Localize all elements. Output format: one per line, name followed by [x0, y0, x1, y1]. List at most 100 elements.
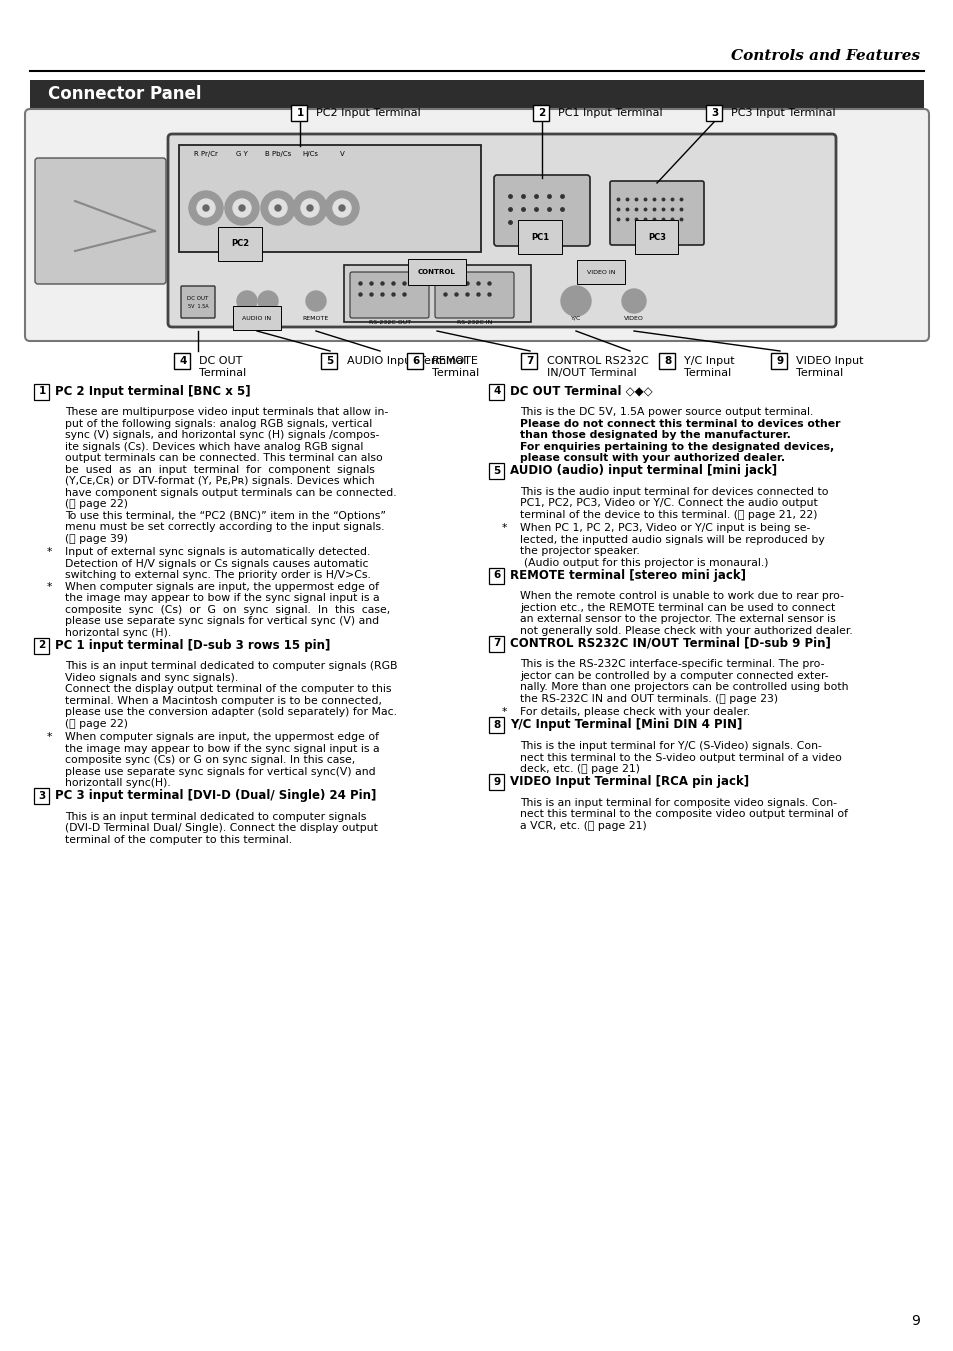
Text: than those designated by the manufacturer.: than those designated by the manufacture… [519, 430, 790, 440]
Text: REMOTE terminal [stereo mini jack]: REMOTE terminal [stereo mini jack] [510, 569, 745, 582]
FancyBboxPatch shape [489, 463, 504, 480]
Text: R Pr/Cr: R Pr/Cr [193, 151, 217, 157]
Text: VIDEO IN: VIDEO IN [586, 269, 615, 274]
Text: This is an input terminal for composite video signals. Con-: This is an input terminal for composite … [519, 797, 836, 808]
Text: AUDIO (audio) input terminal [mini jack]: AUDIO (audio) input terminal [mini jack] [510, 465, 777, 477]
Text: To use this terminal, the “PC2 (BNC)” item in the “Options”: To use this terminal, the “PC2 (BNC)” it… [65, 511, 386, 520]
Text: AUDIO IN: AUDIO IN [242, 316, 272, 320]
Text: jection etc., the REMOTE terminal can be used to connect: jection etc., the REMOTE terminal can be… [519, 603, 835, 613]
Text: H/Cs: H/Cs [302, 151, 317, 157]
Text: This is the audio input terminal for devices connected to: This is the audio input terminal for dev… [519, 486, 827, 497]
FancyBboxPatch shape [181, 286, 214, 317]
Text: ite signals (Cs). Devices which have analog RGB signal: ite signals (Cs). Devices which have ana… [65, 442, 363, 451]
Text: 9: 9 [910, 1315, 919, 1328]
FancyBboxPatch shape [34, 384, 50, 400]
Text: 2: 2 [38, 640, 46, 650]
Text: REMOTE: REMOTE [302, 316, 329, 320]
Circle shape [233, 199, 251, 218]
Text: (Audio output for this projector is monaural.): (Audio output for this projector is mona… [523, 558, 768, 567]
Text: RS-232C IN: RS-232C IN [456, 319, 492, 324]
Text: PC2 Input Terminal: PC2 Input Terminal [315, 108, 420, 118]
Text: please use separate sync signals for vertical sync(V) and: please use separate sync signals for ver… [65, 767, 375, 777]
Text: please use the conversion adapter (sold separately) for Mac.: please use the conversion adapter (sold … [65, 707, 396, 717]
Circle shape [236, 290, 256, 311]
FancyBboxPatch shape [489, 774, 504, 790]
Text: DC OUT Terminal ◇◆◇: DC OUT Terminal ◇◆◇ [510, 385, 652, 397]
Text: not generally sold. Please check with your authorized dealer.: not generally sold. Please check with yo… [519, 626, 852, 636]
Circle shape [269, 199, 287, 218]
Text: DVI: DVI [648, 243, 664, 253]
Circle shape [338, 205, 345, 211]
Circle shape [293, 190, 327, 226]
Text: nally. More than one projectors can be controlled using both: nally. More than one projectors can be c… [519, 682, 847, 693]
Text: the image may appear to bow if the sync signal input is a: the image may appear to bow if the sync … [65, 593, 379, 603]
Text: PC2: PC2 [231, 239, 249, 249]
Text: 2: 2 [537, 108, 545, 118]
Text: VIDEO: VIDEO [623, 316, 643, 320]
Text: Please do not connect this terminal to devices other: Please do not connect this terminal to d… [519, 419, 840, 428]
Text: *: * [501, 708, 507, 717]
Text: Controls and Features: Controls and Features [730, 49, 919, 63]
Text: PC3 Input Terminal: PC3 Input Terminal [730, 108, 835, 118]
Text: *: * [47, 547, 52, 557]
Text: When computer signals are input, the uppermost edge of: When computer signals are input, the upp… [65, 732, 378, 742]
Text: PC 3 input terminal [DVI-D (Dual/ Single) 24 Pin]: PC 3 input terminal [DVI-D (Dual/ Single… [55, 789, 376, 802]
FancyBboxPatch shape [521, 353, 537, 369]
Text: G Y: G Y [235, 151, 248, 157]
Text: menu must be set correctly according to the input signals.: menu must be set correctly according to … [65, 521, 384, 532]
Text: PC3: PC3 [647, 232, 665, 242]
Text: horizontall sync(H).: horizontall sync(H). [65, 778, 171, 788]
Text: AUDIO Input Terminal: AUDIO Input Terminal [347, 357, 466, 366]
Text: PC1: PC1 [531, 232, 549, 242]
FancyBboxPatch shape [174, 353, 191, 369]
FancyBboxPatch shape [771, 353, 786, 369]
Text: When computer signals are input, the uppermost edge of: When computer signals are input, the upp… [65, 581, 378, 592]
Text: RS-232C OUT: RS-232C OUT [369, 319, 411, 324]
Circle shape [261, 190, 294, 226]
Text: 8: 8 [663, 357, 671, 366]
Text: Y/C: Y/C [570, 316, 580, 320]
Text: jector can be controlled by a computer connected exter-: jector can be controlled by a computer c… [519, 671, 828, 681]
Circle shape [306, 290, 326, 311]
Text: 5: 5 [493, 466, 500, 476]
Text: terminal. When a Macintosh computer is to be connected,: terminal. When a Macintosh computer is t… [65, 696, 381, 705]
Text: Video signals and sync signals).: Video signals and sync signals). [65, 673, 238, 682]
FancyBboxPatch shape [489, 717, 504, 734]
Text: 1: 1 [38, 386, 46, 396]
Text: V: V [339, 151, 344, 157]
Text: Y/C Input: Y/C Input [683, 357, 734, 366]
Text: nect this terminal to the composite video output terminal of: nect this terminal to the composite vide… [519, 809, 847, 819]
Text: composite sync (Cs) or G on sync signal. In this case,: composite sync (Cs) or G on sync signal.… [65, 755, 355, 765]
Text: 4: 4 [493, 386, 500, 396]
FancyBboxPatch shape [435, 272, 514, 317]
Circle shape [325, 190, 358, 226]
Text: PC 1 input terminal [D-sub 3 rows 15 pin]: PC 1 input terminal [D-sub 3 rows 15 pin… [55, 639, 330, 651]
Circle shape [189, 190, 223, 226]
Circle shape [239, 205, 245, 211]
Circle shape [196, 199, 214, 218]
Text: Input of external sync signals is automatically detected.: Input of external sync signals is automa… [65, 547, 370, 557]
Text: switching to external sync. The priority order is H/V>Cs.: switching to external sync. The priority… [65, 570, 371, 580]
Text: lected, the inputted audio signals will be reproduced by: lected, the inputted audio signals will … [519, 535, 824, 544]
Text: B Pb/Cs: B Pb/Cs [265, 151, 291, 157]
Text: (Y,Cᴇ,Cʀ) or DTV-format (Y, Pᴇ,Pʀ) signals. Devices which: (Y,Cᴇ,Cʀ) or DTV-format (Y, Pᴇ,Pʀ) signa… [65, 476, 375, 486]
Circle shape [301, 199, 318, 218]
FancyBboxPatch shape [34, 638, 50, 654]
Text: Connect the display output terminal of the computer to this: Connect the display output terminal of t… [65, 684, 391, 694]
Text: 1: 1 [296, 108, 303, 118]
Text: 7: 7 [493, 638, 500, 648]
Text: For enquiries pertaining to the designated devices,: For enquiries pertaining to the designat… [519, 442, 833, 451]
Text: IN/OUT Terminal: IN/OUT Terminal [546, 367, 636, 378]
Text: For details, please check with your dealer.: For details, please check with your deal… [519, 708, 749, 717]
FancyBboxPatch shape [25, 109, 928, 340]
Text: the image may appear to bow if the sync signal input is a: the image may appear to bow if the sync … [65, 743, 379, 754]
Text: 6: 6 [493, 570, 500, 580]
Text: (⎆ page 39): (⎆ page 39) [65, 534, 128, 543]
Text: (⎆ page 22): (⎆ page 22) [65, 499, 128, 509]
FancyBboxPatch shape [659, 353, 675, 369]
FancyBboxPatch shape [34, 788, 50, 804]
Text: please consult with your authorized dealer.: please consult with your authorized deal… [519, 453, 784, 463]
Text: CONTROL RS232C: CONTROL RS232C [546, 357, 648, 366]
FancyBboxPatch shape [179, 145, 480, 253]
Text: an external sensor to the projector. The external sensor is: an external sensor to the projector. The… [519, 615, 835, 624]
